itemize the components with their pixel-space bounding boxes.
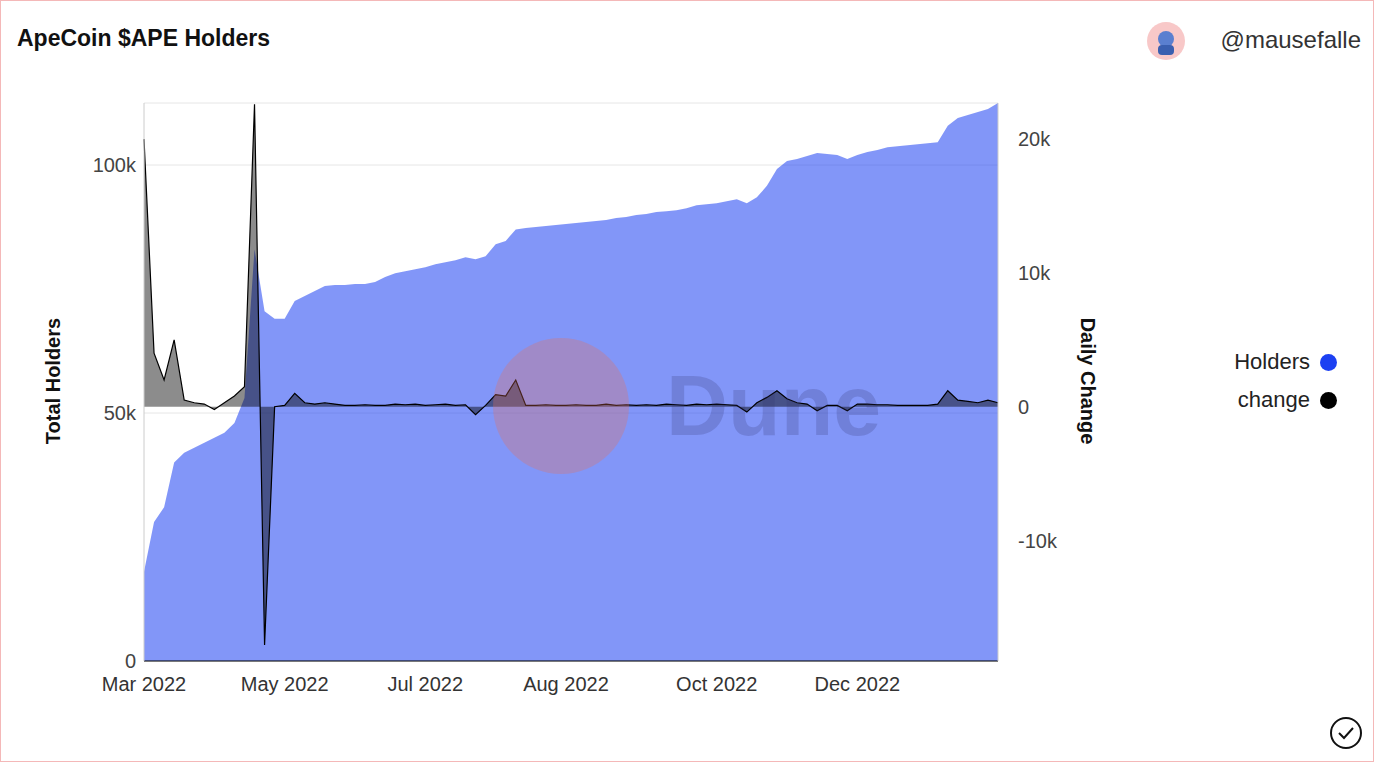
html-text:change: change xyxy=(1237,387,1310,412)
svg-text:0: 0 xyxy=(1018,396,1029,418)
html-text:Holders: Holders xyxy=(1234,349,1310,374)
svg-text:Oct 2022: Oct 2022 xyxy=(676,673,757,695)
svg-text:50k: 50k xyxy=(104,402,137,424)
svg-text:Mar 2022: Mar 2022 xyxy=(102,673,187,695)
html-text:@mausefalle: @mausefalle xyxy=(1220,26,1361,53)
svg-text:-10k: -10k xyxy=(1018,530,1058,552)
svg-text:Jul 2022: Jul 2022 xyxy=(388,673,464,695)
svg-text:Dec 2022: Dec 2022 xyxy=(815,673,901,695)
svg-text:0: 0 xyxy=(125,650,136,672)
svg-text:May 2022: May 2022 xyxy=(241,673,329,695)
html-text:Total Holders: Total Holders xyxy=(41,317,64,445)
svg-text:100k: 100k xyxy=(93,154,137,176)
html-text:Daily Change: Daily Change xyxy=(1076,317,1099,445)
svg-text:Aug 2022: Aug 2022 xyxy=(523,673,609,695)
svg-text:10k: 10k xyxy=(1018,262,1051,284)
html-text:ApeCoin $APE Holders: ApeCoin $APE Holders xyxy=(17,25,270,51)
html-text:Dune: Dune xyxy=(666,357,881,453)
svg-text:20k: 20k xyxy=(1018,128,1051,150)
